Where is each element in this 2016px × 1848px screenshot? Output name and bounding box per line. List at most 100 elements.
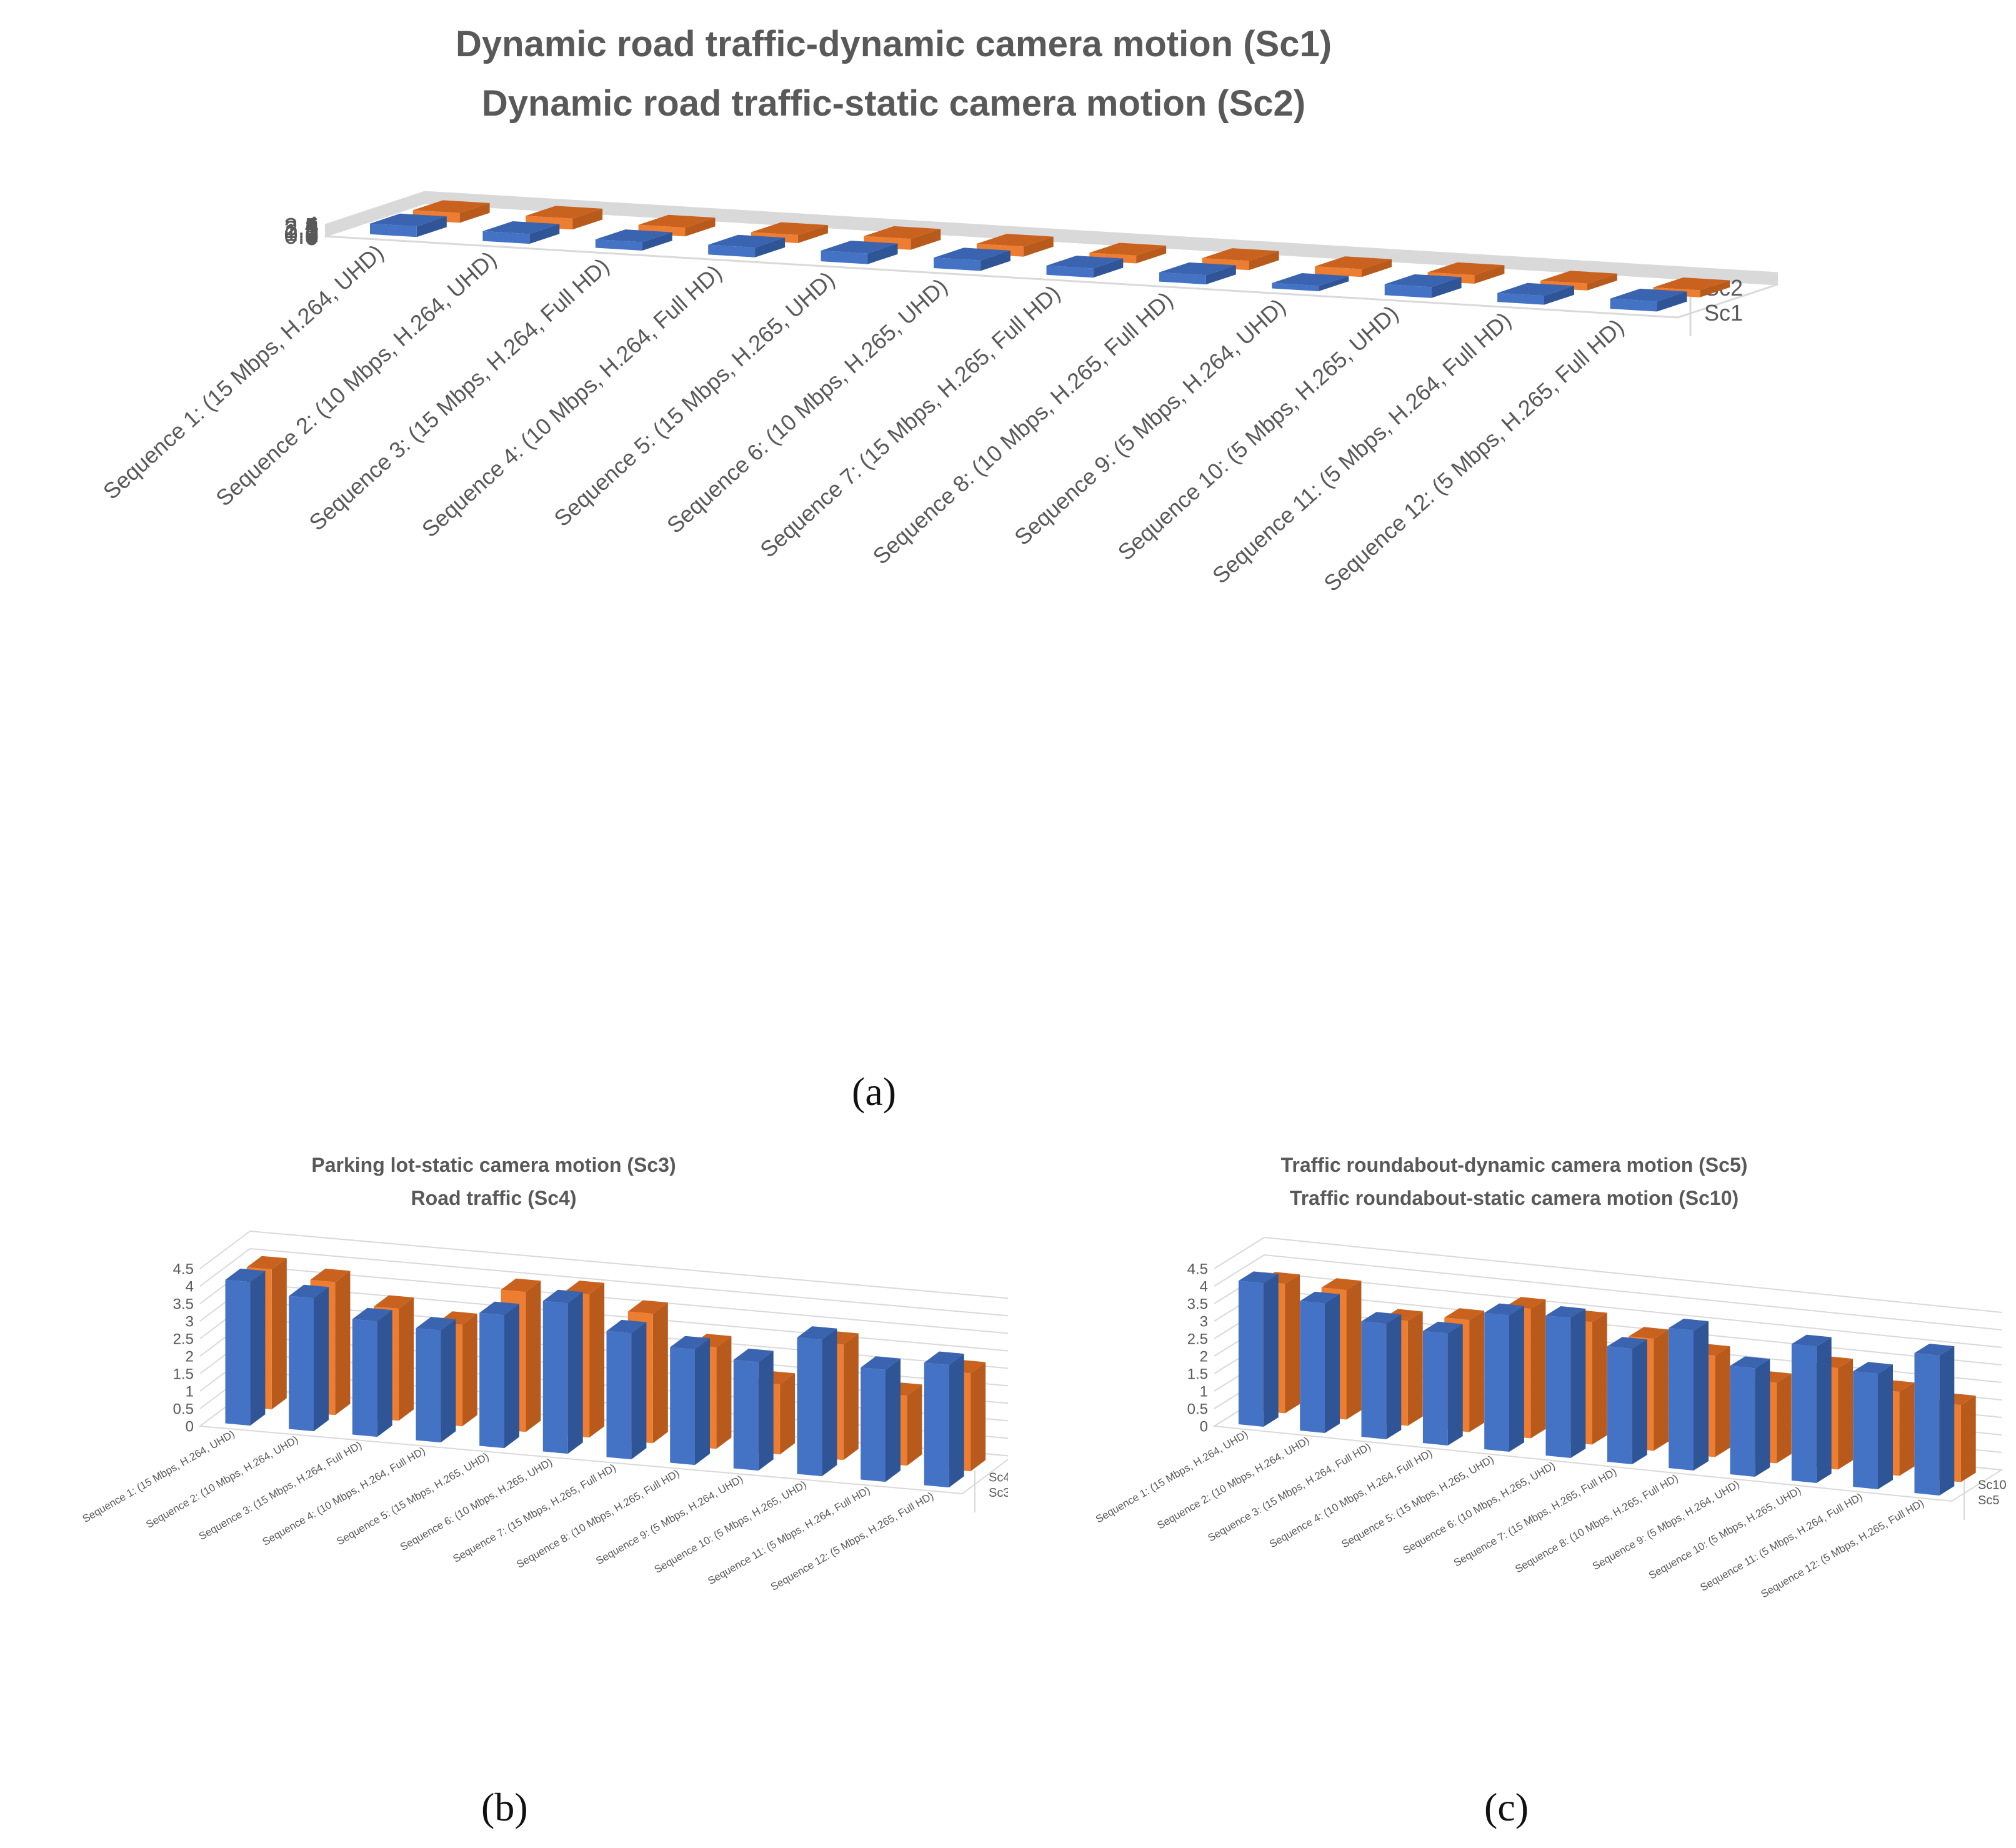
bar-sc4-7-side	[652, 1302, 668, 1444]
bar-sc1-1-top	[370, 213, 447, 227]
bar-sc2-10-side	[1474, 265, 1505, 284]
bar-sc2-5-top	[864, 226, 941, 239]
bar-sc5-12-top	[1914, 1344, 1955, 1356]
bar-sc2-9-top	[1315, 256, 1392, 269]
bar-sc3-4	[416, 1317, 456, 1443]
bar-sc1-4-front	[708, 244, 756, 257]
series-front-bars	[1238, 1271, 1955, 1496]
bar-sc2-3-top	[638, 214, 716, 228]
bar-sc10-12-side	[1960, 1396, 1976, 1482]
category-label-1: Sequence 1: (15 Mbps, H.264, UHD)	[81, 1428, 237, 1525]
bar-sc3-1-top	[225, 1268, 266, 1282]
bar-sc3-5	[479, 1301, 519, 1449]
y-tick-label: 0.5	[1187, 1401, 1208, 1417]
gridline-9	[199, 1230, 1008, 1299]
bar-sc5-11-top	[1853, 1362, 1893, 1374]
gridline-8	[1214, 1254, 2002, 1331]
bar-sc5-6	[1545, 1306, 1586, 1458]
bar-sc1-8-front	[1159, 272, 1206, 285]
bar-sc1-12-top	[1610, 288, 1687, 302]
bar-sc3-1-side	[250, 1271, 266, 1426]
bar-sc3-9	[733, 1348, 774, 1471]
bar-sc1-11-top	[1497, 282, 1574, 296]
bar-sc5-3-side	[1386, 1314, 1402, 1439]
bar-sc3-2-top	[289, 1284, 329, 1299]
bar-sc2-7-top	[1089, 242, 1167, 256]
bar-sc2-6-top	[976, 234, 1054, 247]
bar-sc5-10-top	[1791, 1334, 1832, 1347]
bar-sc1-3-top	[595, 229, 672, 242]
bar-sc3-1	[225, 1268, 266, 1426]
bar-sc3-6-side	[567, 1292, 583, 1454]
bar-sc1-5-top	[821, 241, 898, 254]
bar-sc2-12-side	[1700, 280, 1730, 297]
bar-sc1-3	[595, 229, 672, 251]
y-tick-label: 2	[1200, 1348, 1208, 1365]
bar-sc5-4-top	[1422, 1321, 1463, 1334]
bar-sc1-6-front	[934, 257, 981, 271]
category-label-6: Sequence 6: (10 Mbps, H.265, UHD)	[1401, 1459, 1557, 1556]
bar-sc3-12-side	[949, 1354, 964, 1488]
bar-sc10-10-side	[1838, 1359, 1854, 1470]
bar-sc1-10-top	[1384, 274, 1462, 287]
bar-sc5-6-top	[1545, 1306, 1586, 1318]
bar-sc5-7	[1607, 1337, 1647, 1464]
bar-sc5-7-top	[1607, 1337, 1647, 1349]
bar-sc1-8-side	[1205, 265, 1236, 285]
bar-sc2-10-top	[1427, 262, 1505, 276]
bar-sc4-12-side	[971, 1362, 986, 1472]
bar-sc2-3-side	[685, 217, 716, 237]
bar-sc5-2	[1300, 1291, 1340, 1433]
bar-sc1-2-top	[482, 221, 560, 234]
bar-sc3-5-side	[504, 1304, 519, 1449]
series-front-bars	[370, 213, 1687, 312]
gridlines	[324, 191, 1779, 286]
bar-sc3-11	[861, 1356, 901, 1482]
bar-sc5-8-front	[1669, 1328, 1694, 1471]
bar-sc2-6-side	[1023, 236, 1054, 257]
bar-sc2-9-front	[1315, 266, 1362, 277]
bar-sc1-1	[370, 213, 447, 237]
bar-sc5-12	[1914, 1344, 1955, 1496]
y-tick-label: 3	[186, 1313, 194, 1330]
panel-label-b: (b)	[481, 1785, 528, 1829]
bar-sc5-10	[1791, 1334, 1832, 1483]
bar-sc1-2-front	[482, 231, 530, 244]
bar-sc10-2-top	[1321, 1278, 1362, 1291]
bar-sc3-6-top	[542, 1289, 583, 1304]
bar-sc5-7-side	[1632, 1339, 1647, 1464]
series-axis-label-sc4: Sc4	[989, 1471, 1008, 1485]
bar-sc4-3-side	[399, 1297, 414, 1421]
bar-sc4-7-top	[627, 1300, 668, 1314]
bar-sc3-2	[289, 1284, 329, 1432]
panel-label-a: (a)	[852, 1069, 897, 1114]
bar-sc1-11-front	[1497, 292, 1544, 305]
bar-sc3-10-side	[822, 1328, 837, 1477]
bar-sc5-6-side	[1570, 1309, 1586, 1458]
bar-sc3-8-side	[695, 1338, 710, 1466]
bar-sc5-1-side	[1263, 1274, 1279, 1427]
bar-sc1-7-side	[1093, 258, 1124, 278]
bar-sc4-1-top	[246, 1256, 287, 1270]
chart-title-line-1: Parking lot-static camera motion (Sc3)	[311, 1154, 676, 1176]
y-tick-label: 4.5	[173, 1261, 194, 1277]
y-tick-label: 1	[1200, 1383, 1208, 1400]
bar-sc1-2-side	[529, 224, 560, 244]
bar-sc5-8	[1669, 1319, 1709, 1471]
bar-sc1-7-front	[1046, 266, 1094, 278]
bar-sc3-3-top	[352, 1307, 392, 1322]
bar-sc2-7-side	[1136, 246, 1167, 264]
bar-sc1-10-front	[1384, 284, 1432, 298]
bar-sc5-11-side	[1878, 1364, 1893, 1489]
bar-sc1-12-side	[1657, 291, 1687, 312]
bar-sc2-5-side	[911, 229, 941, 250]
bar-sc5-11-front	[1853, 1371, 1878, 1489]
bar-sc10-4-top	[1444, 1308, 1485, 1321]
bar-sc1-9-front	[1272, 282, 1319, 291]
bar-sc2-8	[1202, 248, 1279, 271]
bar-sc5-5-side	[1509, 1306, 1524, 1452]
bar-sc4-1-side	[271, 1258, 287, 1410]
bar-sc3-12	[924, 1351, 964, 1488]
bar-sc3-9-side	[758, 1351, 774, 1471]
bar-sc3-7-top	[606, 1319, 647, 1334]
